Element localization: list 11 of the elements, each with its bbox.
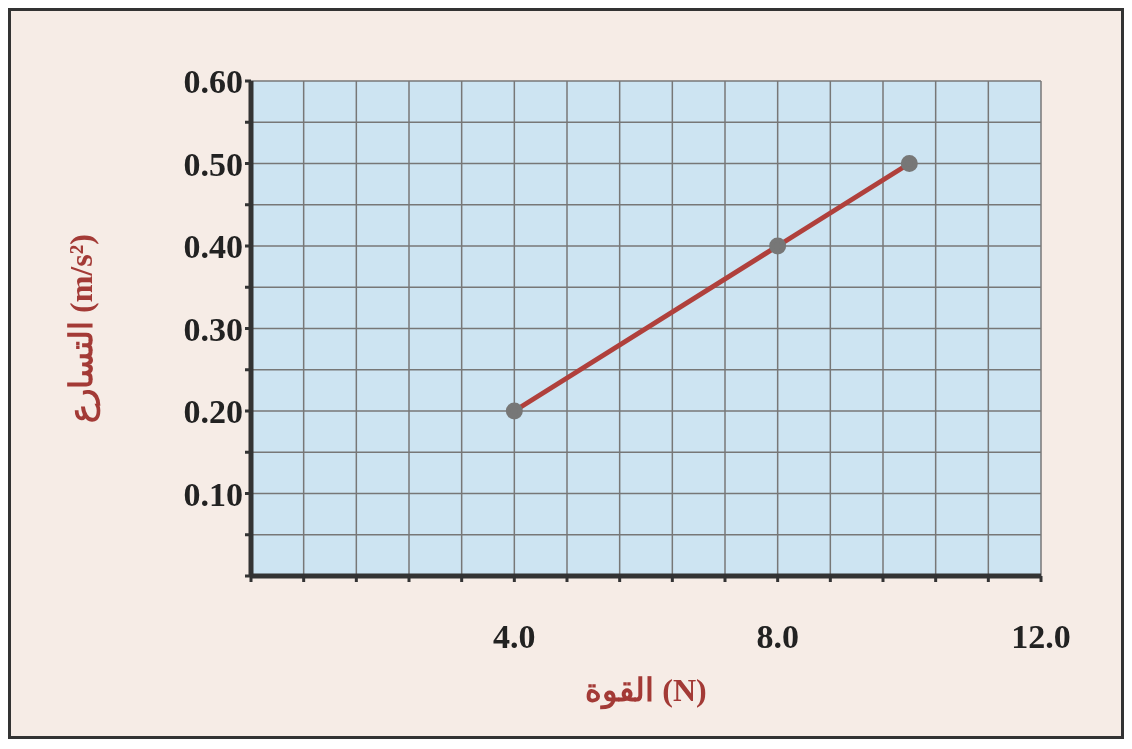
- y-axis-title: التسارع (m/s²): [63, 234, 102, 423]
- y-tick-label: 0.30: [183, 310, 243, 348]
- x-tick-label: 12.0: [1011, 618, 1071, 656]
- y-tick-label: 0.60: [183, 63, 243, 101]
- y-tick-label: 0.20: [183, 393, 243, 431]
- x-tick-label: 4.0: [493, 618, 536, 656]
- y-tick-label: 0.50: [183, 145, 243, 183]
- x-axis-title: القوة (N): [585, 672, 707, 710]
- y-tick-label: 0.40: [183, 228, 243, 266]
- x-tick-label: 8.0: [756, 618, 799, 656]
- y-tick-label: 0.10: [183, 475, 243, 513]
